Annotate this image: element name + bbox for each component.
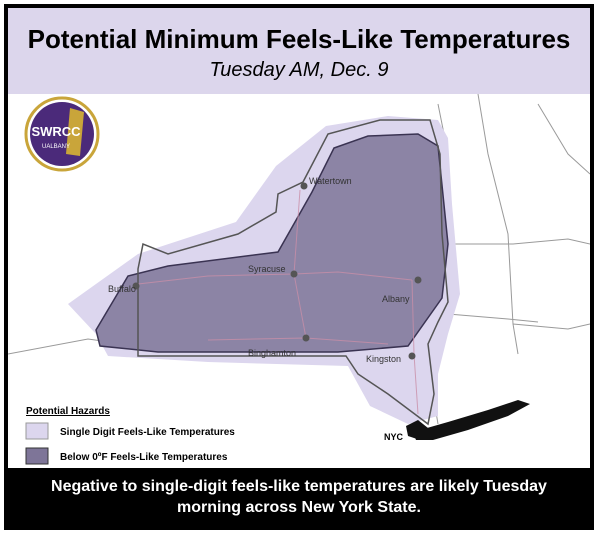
nyc-area — [406, 420, 428, 440]
graphic-frame: Potential Minimum Feels-Like Temperature… — [4, 4, 594, 530]
city-label: Kingston — [366, 354, 401, 364]
legend-swatch — [25, 447, 49, 465]
city-label: NYC — [384, 432, 404, 442]
legend-label: Below 0ºF Feels-Like Temperatures — [60, 452, 228, 463]
long-island — [413, 400, 530, 440]
logo-subtext: UALBANY — [42, 144, 70, 150]
logo: SWRCC UALBANY — [24, 96, 100, 172]
city-label: Albany — [382, 294, 410, 304]
city-label: Watertown — [309, 176, 352, 186]
legend-title: Potential Hazards — [26, 406, 110, 417]
footer-text: Negative to single-digit feels-like temp… — [51, 478, 547, 516]
header: Potential Minimum Feels-Like Temperature… — [8, 8, 590, 94]
title: Potential Minimum Feels-Like Temperature… — [27, 24, 571, 54]
city-dots — [132, 182, 422, 360]
map: Watertown Syracuse Buffalo Albany Bingha… — [8, 94, 590, 465]
legend-swatch — [25, 422, 49, 440]
city-label: Binghamton — [248, 348, 296, 358]
new-york-outline — [137, 119, 449, 426]
city-label: Buffalo — [108, 284, 136, 294]
subtitle: Tuesday AM, Dec. 9 — [209, 59, 389, 81]
logo-name: SWRCC — [31, 124, 81, 139]
below-zero-region — [95, 133, 449, 353]
footer: Negative to single-digit feels-like temp… — [8, 468, 590, 526]
legend-label: Single Digit Feels-Like Temperatures — [60, 427, 235, 438]
city-label: Syracuse — [248, 264, 286, 274]
